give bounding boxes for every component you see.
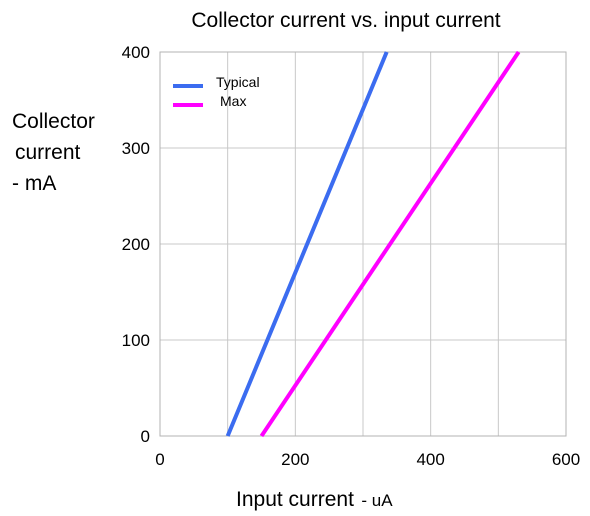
y-tick-label: 0: [141, 427, 150, 446]
y-tick-labels: 0 100 200 300 400: [122, 43, 150, 446]
y-axis-label: Collector current - mA: [12, 110, 101, 195]
y-tick-label: 100: [122, 331, 150, 350]
y-tick-label: 200: [122, 235, 150, 254]
y-tick-label: 300: [122, 139, 150, 158]
x-axis-label: Input current - uA: [236, 488, 393, 511]
legend-label-typical: Typical: [216, 74, 260, 90]
x-tick-label: 400: [416, 450, 444, 469]
x-tick-label: 600: [552, 450, 580, 469]
y-axis-label-line-3: - mA: [12, 172, 56, 195]
y-tick-label: 400: [122, 43, 150, 62]
y-axis-label-line-2: current: [15, 141, 81, 164]
x-tick-label: 0: [155, 450, 164, 469]
plot-frame: [159, 51, 567, 437]
x-tick-labels: 0 200 400 600: [155, 450, 580, 469]
series-line-typical: [225, 51, 389, 437]
legend-label-max: Max: [220, 93, 246, 109]
x-tick-label: 200: [281, 450, 309, 469]
series-line-max: [259, 50, 521, 438]
y-axis-label-line-1: Collector: [12, 110, 95, 133]
series-lines: [225, 50, 521, 438]
chart-title: Collector current vs. input current: [191, 9, 500, 32]
legend: Typical Max: [173, 74, 260, 109]
x-axis-label-text: Input current: [236, 488, 354, 511]
x-axis-label-unit: - uA: [361, 491, 393, 510]
